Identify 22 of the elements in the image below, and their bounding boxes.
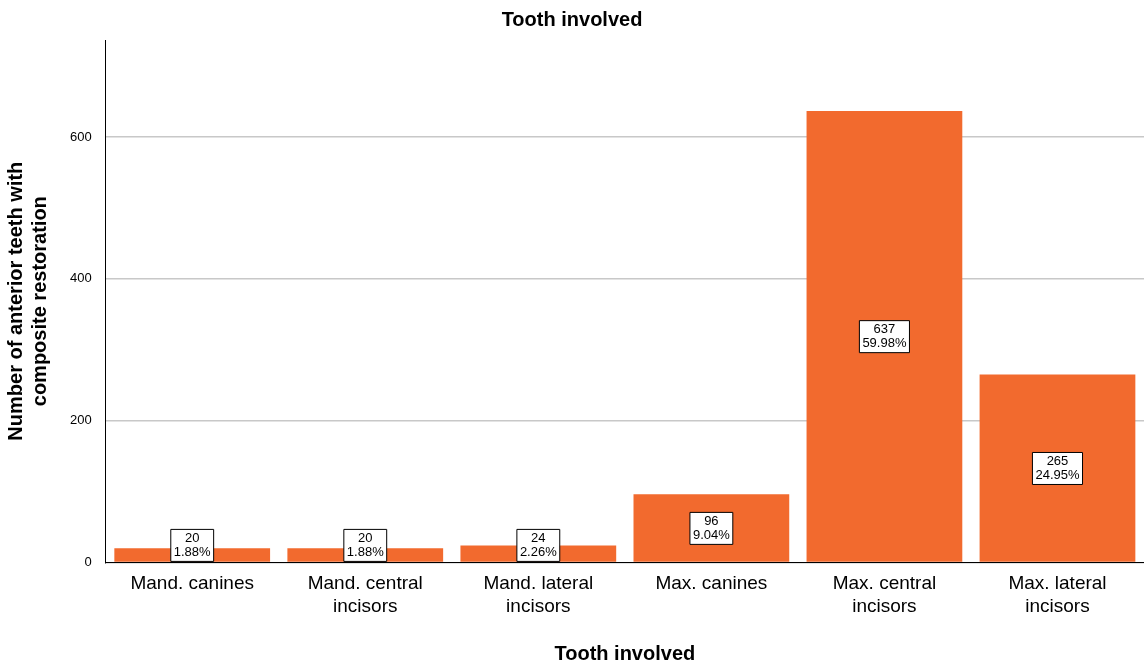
- y-tick-label: 600: [69, 128, 92, 144]
- y-tick-label: 400: [69, 270, 92, 286]
- y-tick-label: 200: [69, 412, 92, 428]
- y-tick-label: 0: [84, 553, 92, 569]
- bar: [806, 110, 963, 562]
- data-label: 20 1.88%: [346, 529, 385, 559]
- data-label: 637 59.98%: [862, 321, 907, 351]
- x-tick-label: Mand. central incisors: [307, 572, 423, 616]
- data-label: 265 24.95%: [1035, 453, 1080, 483]
- x-tick-label: Max. central incisors: [832, 572, 937, 616]
- x-tick-label: Mand. lateral incisors: [483, 572, 594, 616]
- x-tick-label: Max. canines: [655, 572, 768, 594]
- bar: [979, 374, 1136, 562]
- bar: [633, 494, 790, 562]
- data-label: 96 9.04%: [692, 512, 731, 542]
- x-tick-label: Max. lateral incisors: [1008, 572, 1107, 616]
- x-tick-label: Mand. canines: [130, 572, 254, 594]
- data-label: 24 2.26%: [519, 529, 558, 559]
- x-axis-title: Tooth involved: [554, 641, 696, 664]
- chart-title: Tooth involved: [501, 7, 643, 30]
- y-axis-title: Number of anterior teeth with composite restoration: [3, 161, 50, 441]
- data-label: 20 1.88%: [173, 529, 212, 559]
